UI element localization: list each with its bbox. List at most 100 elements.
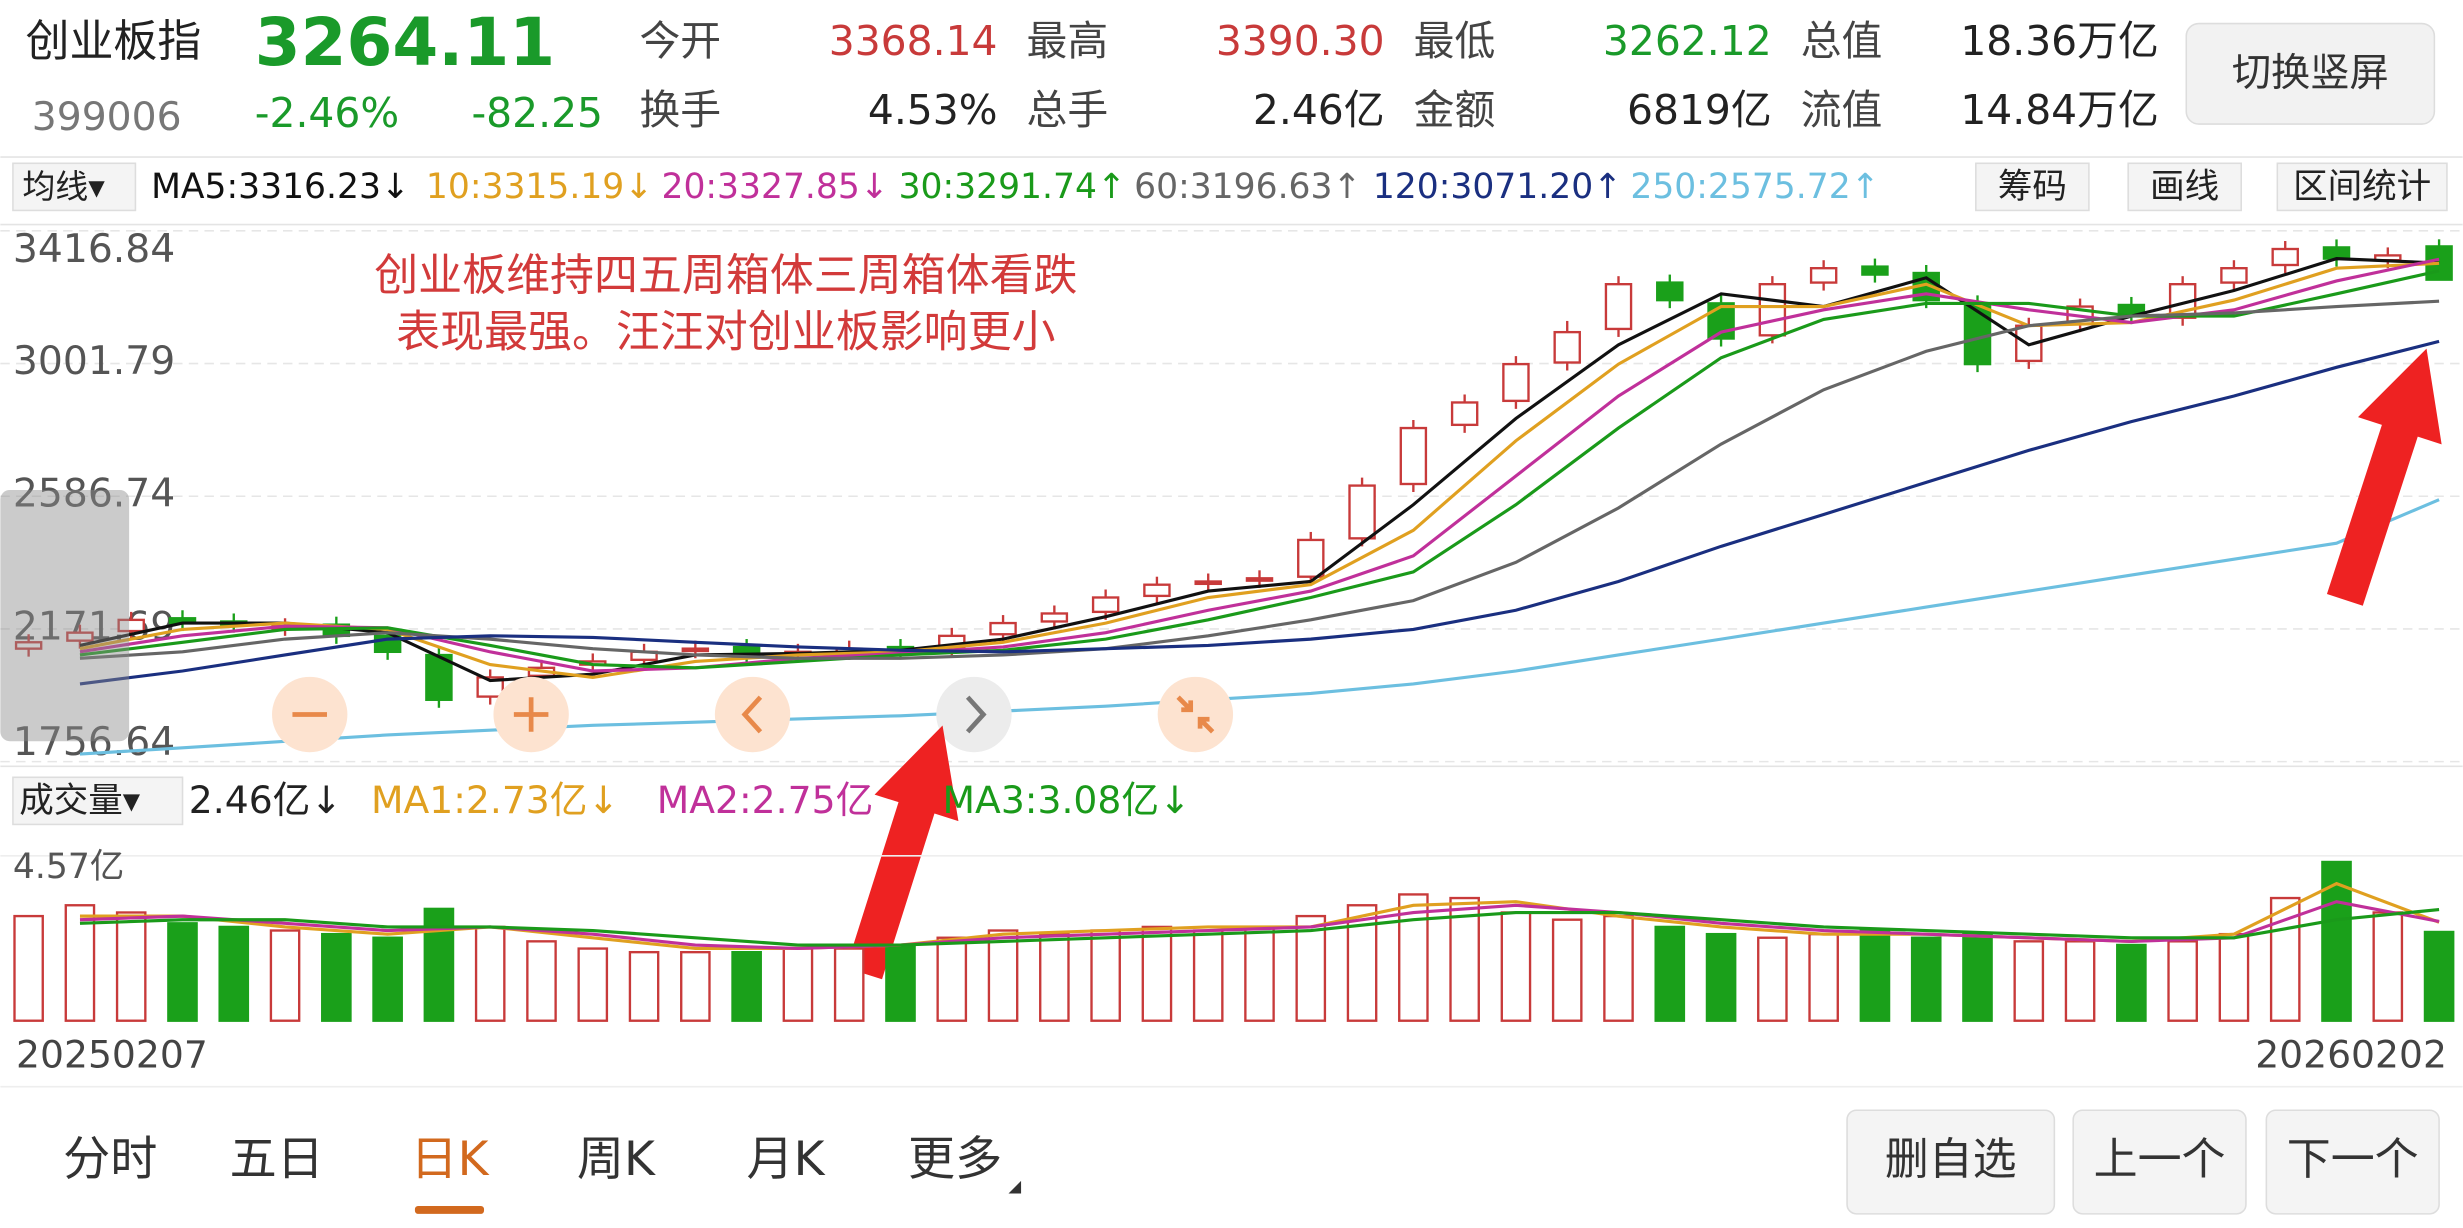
ma-line <box>79 498 2440 756</box>
stat-label: 今开 <box>639 17 721 65</box>
volume-bar <box>115 911 147 1022</box>
side-panel <box>0 489 130 742</box>
candle-body <box>117 618 145 633</box>
volume-bar <box>2423 930 2455 1022</box>
ma-line <box>79 339 2440 686</box>
volume-bar <box>2013 940 2045 1022</box>
tool-button[interactable] <box>1975 162 2090 212</box>
annotation: 创业板维持四五周箱体三周箱体看跌 <box>374 250 1077 301</box>
volume-bar <box>1244 925 1275 1022</box>
stat-label: 总手 <box>1027 86 1109 134</box>
candle-body <box>1809 267 1838 284</box>
candle-body <box>1245 577 1274 582</box>
candle-body <box>1656 281 1684 302</box>
candle-body <box>14 641 43 650</box>
candle-body <box>1758 283 1787 337</box>
action-button[interactable] <box>2072 1109 2247 1215</box>
tool-button[interactable] <box>2276 162 2448 212</box>
candle-body <box>2322 246 2351 260</box>
volume-bar <box>1962 932 1993 1022</box>
ma-legend: 120:3071.20↑ <box>1373 167 1622 207</box>
volume-legend: MA1:2.73亿↓ <box>371 778 619 822</box>
action-label: 下一个 <box>2287 1134 2419 1185</box>
candle-body <box>1091 596 1120 614</box>
volume-bar <box>2116 943 2147 1022</box>
x-label: 20260202 <box>2255 1032 2447 1076</box>
ma-legend: 60:3196.63↑ <box>1134 167 1361 207</box>
ma-legend: 20:3327.85↓ <box>661 167 888 207</box>
stat-label: 最高 <box>1027 17 1109 65</box>
stat-label: 金额 <box>1414 86 1496 134</box>
icon <box>513 697 549 732</box>
volume-bar <box>13 914 44 1022</box>
tab: 周K <box>577 1132 656 1187</box>
volume-bar <box>1910 936 1942 1022</box>
y-tick-label: 1756.64 <box>13 720 175 765</box>
index-name: 创业板指 <box>25 16 201 67</box>
candle-body <box>989 621 1017 636</box>
volume-bar <box>2218 932 2250 1022</box>
tab-underline <box>414 1206 485 1214</box>
candle-body <box>66 631 94 642</box>
rotate-button-label: 切换竖屏 <box>2232 51 2389 96</box>
tool-button-label: 筹码 <box>1998 167 2067 207</box>
volume-bar <box>782 947 814 1022</box>
ma-selector-label: 均线▾ <box>22 167 105 206</box>
volume-bar <box>1705 932 1737 1022</box>
candle-body <box>1450 401 1479 427</box>
candle-body <box>1348 484 1376 540</box>
y-tick-label: 3416.84 <box>13 227 175 272</box>
volume-bar <box>1654 925 1686 1022</box>
volume-bar <box>833 947 865 1022</box>
volume-selector[interactable] <box>12 776 184 826</box>
volume-bar <box>269 929 301 1022</box>
volume-ma-line <box>79 907 2440 947</box>
volume-bar <box>321 932 352 1022</box>
index-code: 399006 <box>32 95 182 140</box>
tab: 日K <box>410 1132 489 1187</box>
tool-button[interactable] <box>2127 162 2243 212</box>
ma-legend: 250:2575.72↑ <box>1630 167 1879 207</box>
volume-bar <box>1449 896 1480 1022</box>
nav-button[interactable] <box>936 676 1012 753</box>
candle-body <box>1861 265 1889 276</box>
action-button[interactable] <box>2265 1109 2440 1215</box>
action-button[interactable] <box>1846 1109 2056 1215</box>
volume-bar <box>1090 929 1121 1022</box>
nav-button[interactable] <box>1157 676 1234 753</box>
tab: 五日 <box>230 1132 324 1187</box>
ma-line <box>79 299 2440 660</box>
stat-label: 最低 <box>1414 17 1496 65</box>
candle-body <box>1143 583 1171 598</box>
ma-line <box>79 269 2440 670</box>
volume-bar <box>1808 932 1839 1022</box>
volume-bar <box>526 940 557 1022</box>
y-tick-label: 2586.74 <box>13 472 175 517</box>
volume-bar <box>680 950 711 1022</box>
volume-bar <box>885 943 916 1022</box>
volume-bar <box>1192 929 1224 1022</box>
tab: 分时 <box>63 1132 157 1187</box>
stat-value: 6819亿 <box>1627 86 1772 134</box>
volume-bar <box>628 950 660 1022</box>
rotate-button[interactable] <box>2185 22 2436 125</box>
volume-bar <box>2167 940 2198 1022</box>
action-label: 上一个 <box>2094 1134 2226 1185</box>
stat-value: 4.53% <box>868 86 998 134</box>
volume-bar <box>372 936 403 1022</box>
volume-bar <box>1141 925 1173 1022</box>
stat-label: 总值 <box>1801 17 1883 65</box>
annotation: 表现最强。汪汪对创业板影响更小 <box>396 306 1055 357</box>
candle-body <box>2271 247 2299 267</box>
x-label: 20250207 <box>16 1032 208 1076</box>
icon <box>965 695 987 734</box>
ma-line <box>79 257 2440 673</box>
volume-bar <box>1295 914 1327 1022</box>
stat-label: 换手 <box>639 86 721 134</box>
candle-body <box>476 676 504 698</box>
ma-line <box>79 257 2440 683</box>
ma-selector[interactable] <box>12 162 137 212</box>
nav-button[interactable] <box>714 676 791 753</box>
